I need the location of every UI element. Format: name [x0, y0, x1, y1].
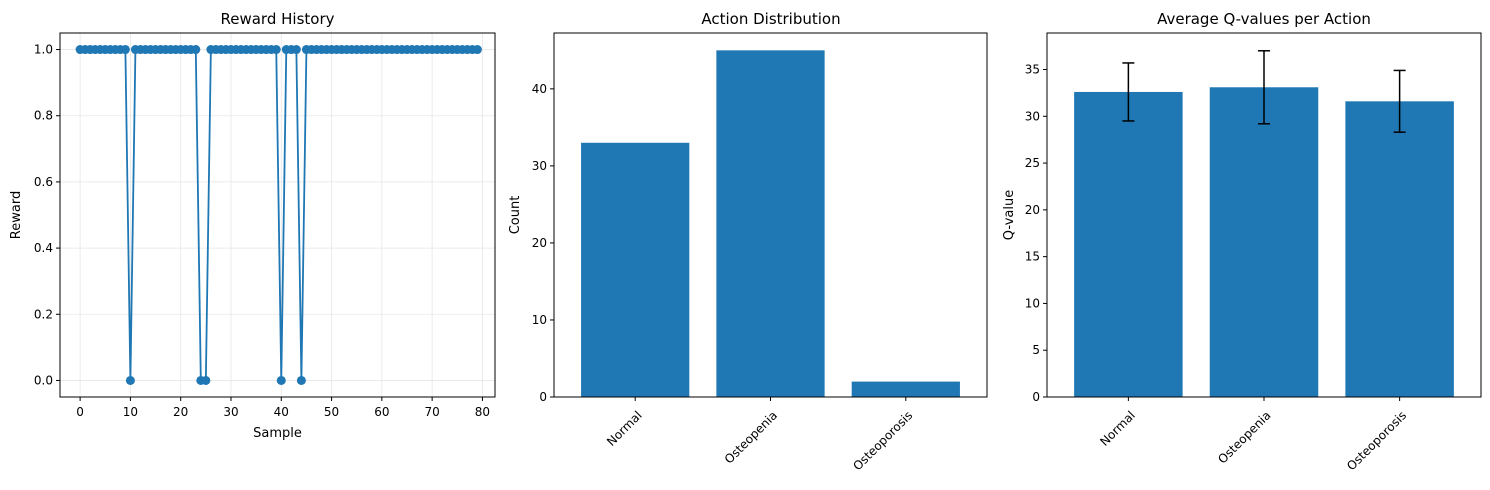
reward-point: [472, 45, 482, 55]
y-tick-label: 35: [1025, 62, 1040, 76]
bar-osteoporosis: [1345, 101, 1454, 398]
x-tick-label: 50: [324, 405, 339, 419]
y-tick-label: 20: [532, 236, 547, 250]
action-distribution-plot: [581, 50, 960, 397]
y-tick-label: 0.2: [34, 307, 53, 321]
q-values-ylabel: Q-value: [1002, 190, 1017, 240]
action-distribution-ylabel: Count: [508, 196, 523, 235]
action-distribution-y-ticks: 0 10 20 30 40: [532, 82, 554, 404]
action-distribution-panel: Action Distribution Normal Osteopenia Oste…: [508, 10, 988, 473]
reward-history-title: Reward History: [221, 10, 335, 28]
y-tick-label: 0.6: [34, 175, 53, 189]
reward-point: [271, 45, 281, 55]
y-tick-label: 20: [1025, 203, 1040, 217]
reward-point: [291, 45, 301, 55]
y-tick-label: 5: [1032, 343, 1040, 357]
reward-point: [120, 45, 130, 55]
x-tick-label: Normal: [604, 408, 645, 449]
q-values-panel: Average Q-values per Action Normal Osteop…: [1002, 10, 1482, 473]
action-distribution-x-ticks: Normal Osteopenia Osteoporosis: [604, 397, 915, 473]
x-tick-label: 20: [173, 405, 188, 419]
q-values-x-ticks: Normal Osteopenia Osteoporosis: [1097, 397, 1409, 473]
x-tick-label: 60: [374, 405, 389, 419]
y-tick-label: 40: [532, 82, 547, 96]
x-tick-label: Osteoporosis: [1344, 408, 1409, 473]
x-tick-label: 70: [424, 405, 439, 419]
reward-history-panel: Reward History 0 10 20 30 40 50 60 70 80 0.00.20…: [9, 10, 496, 441]
reward-point: [201, 375, 211, 385]
q-values-y-ticks: 0 5 10 15 20 25 30 35: [1025, 62, 1047, 404]
reward-history-plot: [75, 45, 482, 385]
x-tick-label: Osteoporosis: [850, 408, 915, 473]
reward-point: [191, 45, 201, 55]
bar-osteopenia: [716, 50, 825, 397]
bar-osteopenia: [1209, 87, 1319, 397]
y-tick-label: 0.0: [34, 373, 53, 387]
q-values-plot: [1074, 50, 1454, 398]
y-tick-label: 10: [532, 313, 547, 327]
reward-point: [125, 375, 135, 385]
reward-point: [276, 375, 286, 385]
y-tick-label: 0.4: [34, 241, 53, 255]
reward-history-x-ticks: 0 10 20 30 40 50 60 70 80: [76, 397, 490, 419]
action-distribution-title: Action Distribution: [701, 10, 840, 28]
y-tick-label: 1.0: [34, 43, 53, 57]
x-tick-label: 30: [223, 405, 238, 419]
y-tick-label: 0: [1032, 390, 1040, 404]
y-tick-label: 30: [532, 159, 547, 173]
y-tick-label: 0: [539, 390, 547, 404]
x-tick-label: Osteopenia: [1215, 408, 1273, 466]
x-tick-label: 0: [76, 405, 84, 419]
reward-series-line: [80, 48, 478, 382]
reward-history-xlabel: Sample: [253, 426, 302, 441]
bar-normal: [1074, 91, 1183, 397]
bar-osteoporosis: [851, 381, 960, 397]
reward-history-axes-frame: [59, 32, 496, 398]
x-tick-label: 10: [123, 405, 138, 419]
x-tick-label: 40: [274, 405, 289, 419]
y-tick-label: 25: [1025, 156, 1040, 170]
q-values-title: Average Q-values per Action: [1157, 10, 1371, 28]
reward-history-ylabel: Reward: [9, 191, 24, 239]
y-tick-label: 0.8: [34, 109, 53, 123]
x-tick-label: 80: [475, 405, 490, 419]
y-tick-label: 30: [1025, 109, 1040, 123]
bar-normal: [581, 142, 690, 397]
x-tick-label: Normal: [1097, 408, 1138, 449]
reward-history-y-ticks: 0.0 0.2 0.4 0.6 0.8 1.0: [34, 43, 60, 387]
y-tick-label: 10: [1025, 296, 1040, 310]
reward-point: [296, 375, 306, 385]
y-tick-label: 15: [1025, 250, 1040, 264]
x-tick-label: Osteopenia: [722, 408, 780, 466]
